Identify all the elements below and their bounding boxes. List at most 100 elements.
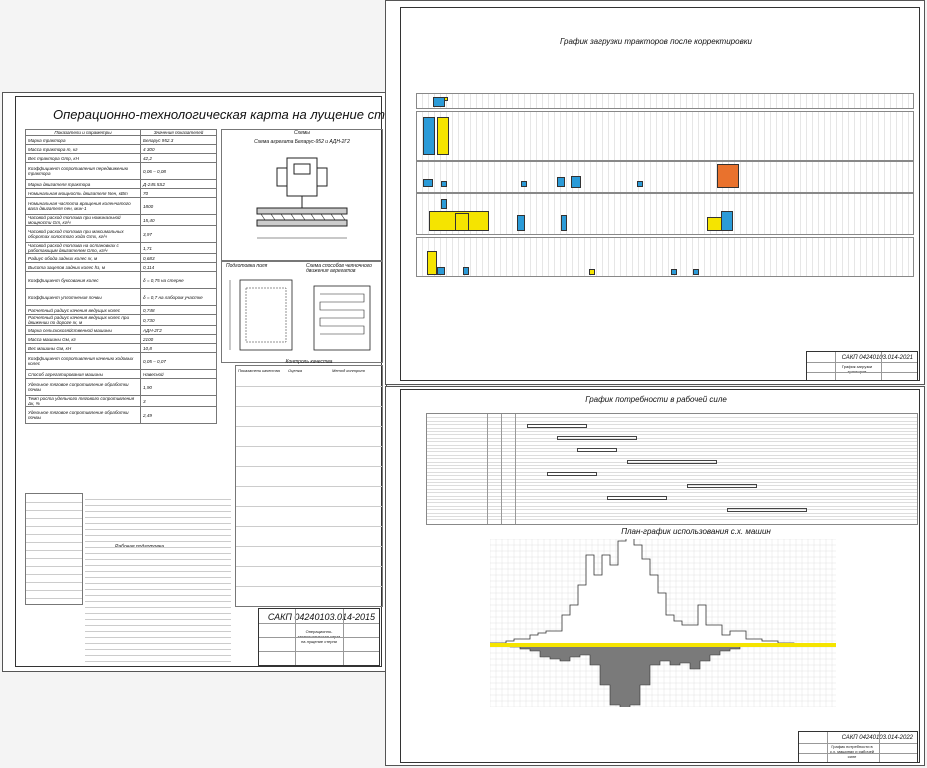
ruled-line [26,590,82,591]
load-bar [423,117,435,155]
parameter-name: Часовой расход топлива на остановках с р… [25,242,141,254]
labor-col-line [501,414,502,524]
parameter-value: 15,40 [140,214,217,226]
parameter-value: δ = 0,75 на стерне [140,271,217,289]
load-bar [455,213,469,231]
parameter-name: Марка сельскохозяйственной машины [25,325,141,335]
ruled-line [85,565,231,566]
labor-row-line [427,458,917,460]
ruled-line [236,586,382,587]
table-row: Масса трактора m, кг 4 300 [25,144,217,154]
table-row: Радиус обода задних колес rк, м 0,683 [25,253,217,263]
table-row: Часовой расход топлива при номинальной м… [25,214,217,226]
load-bar [437,117,449,155]
tractor-unit-icon [256,157,348,239]
parameter-name: Вес машины Gм, кН [25,343,141,353]
parameter-name: Марка двигателя трактора [25,179,141,189]
table-row: Марка двигателя трактора Д-245.5S2 [25,179,217,189]
ruled-line [85,631,231,632]
labor-row-line [427,420,917,422]
chart-title: График загрузки тракторов после корректи… [560,37,752,46]
parameter-name: Часовой расход топлива при максимальных … [25,225,141,243]
ruled-line [85,595,231,596]
labor-row-line [427,502,917,504]
ruled-line [85,541,231,542]
load-bar [571,176,581,188]
load-bar [441,199,447,209]
ruled-line [85,649,231,650]
document-code: САКП 04240103.014-2021 [841,355,913,361]
parameter-name: Вес трактора Gтр, кН [25,153,141,163]
table-row: Часовой расход топлива на остановках с р… [25,242,217,254]
quality-caption: Контроль качества [285,359,333,365]
table-row: Расчетный радиус качения ведущих колес п… [25,314,217,326]
labor-row-line [427,516,917,517]
ruled-line [85,559,231,560]
ruled-line [236,486,382,487]
labor-row-line [427,488,917,490]
labor-bar [607,496,667,500]
load-bar [444,97,448,101]
document-description: График потребности в с.х. машинах и рабо… [829,744,875,759]
ruled-line [26,542,82,543]
parameter-value: 2100 [140,334,217,344]
load-bar [589,269,595,275]
ruled-line [236,386,382,387]
parameter-value: 2,49 [140,406,217,424]
load-bar [423,179,433,187]
parameter-value: Д-245.5S2 [140,179,217,189]
parameter-name: Масса машины Gм, кг [25,334,141,344]
load-bar [517,215,525,231]
ruled-line [26,566,82,567]
title-block-stamp: САКП 04240103.014-2022 График потребност… [798,731,918,763]
ruled-line [236,566,382,567]
ruled-line [26,598,82,599]
title-block-stamp: САКП 04240103.014-2015 Операционно-техно… [258,608,380,666]
labor-row-line [427,482,917,483]
quality-header: Показатели качества [238,368,280,373]
labor-row-line [427,509,917,511]
sheet-labor-machines: График потребности в рабочей силе План-г… [385,386,925,766]
labor-bar [727,508,807,512]
tractor-panel [416,237,914,277]
machine-plan-chart [490,539,836,707]
parameter-value: АДН-2Г2 [140,325,217,335]
labor-row-line [427,431,917,432]
load-bar [463,267,469,275]
title-block-stamp: САКП 04240103.014-2021 График загрузки т… [806,351,918,381]
ruled-line [85,613,231,614]
ruled-line [85,655,231,656]
ruled-line [85,517,231,518]
parameter-name: Часовой расход топлива при номинальной м… [25,214,141,226]
load-bar [561,215,567,231]
labor-bar [627,460,717,464]
machine-upper-profile [490,539,811,646]
load-bar [637,181,643,187]
labor-row-line [427,427,917,429]
table-row: Коэффициент уплотнения почвы δ = 0,7 на л… [25,288,217,306]
labor-row-line [427,434,917,436]
labor-row-line [427,485,917,487]
labor-row-line [427,505,917,507]
ruled-line [26,550,82,551]
sheet-frame [400,7,920,381]
labor-col-line [487,414,488,524]
table-row: Высота зацепов задних колес hз, м 0,114 [25,262,217,272]
ruled-line [85,619,231,620]
ruled-line [85,547,231,548]
ruled-line [236,446,382,447]
tractor-panel [416,193,914,235]
coefficient-table [25,493,83,605]
parameter-value: 70 [140,188,217,198]
table-row: Способ агрегатирования машины Навесной [25,369,217,379]
load-bar [433,97,445,107]
labor-bar [577,448,617,452]
labor-row-line [427,468,917,470]
labor-row-line [427,465,917,466]
document-description: Операционно-технологическая карта на лущ… [297,629,341,644]
parameter-name: Марка трактора [25,135,141,145]
document-code: САКП 04240103.014-2022 [841,735,913,741]
ruled-line [26,510,82,511]
labor-row-line [427,417,917,419]
load-bar [671,269,677,275]
